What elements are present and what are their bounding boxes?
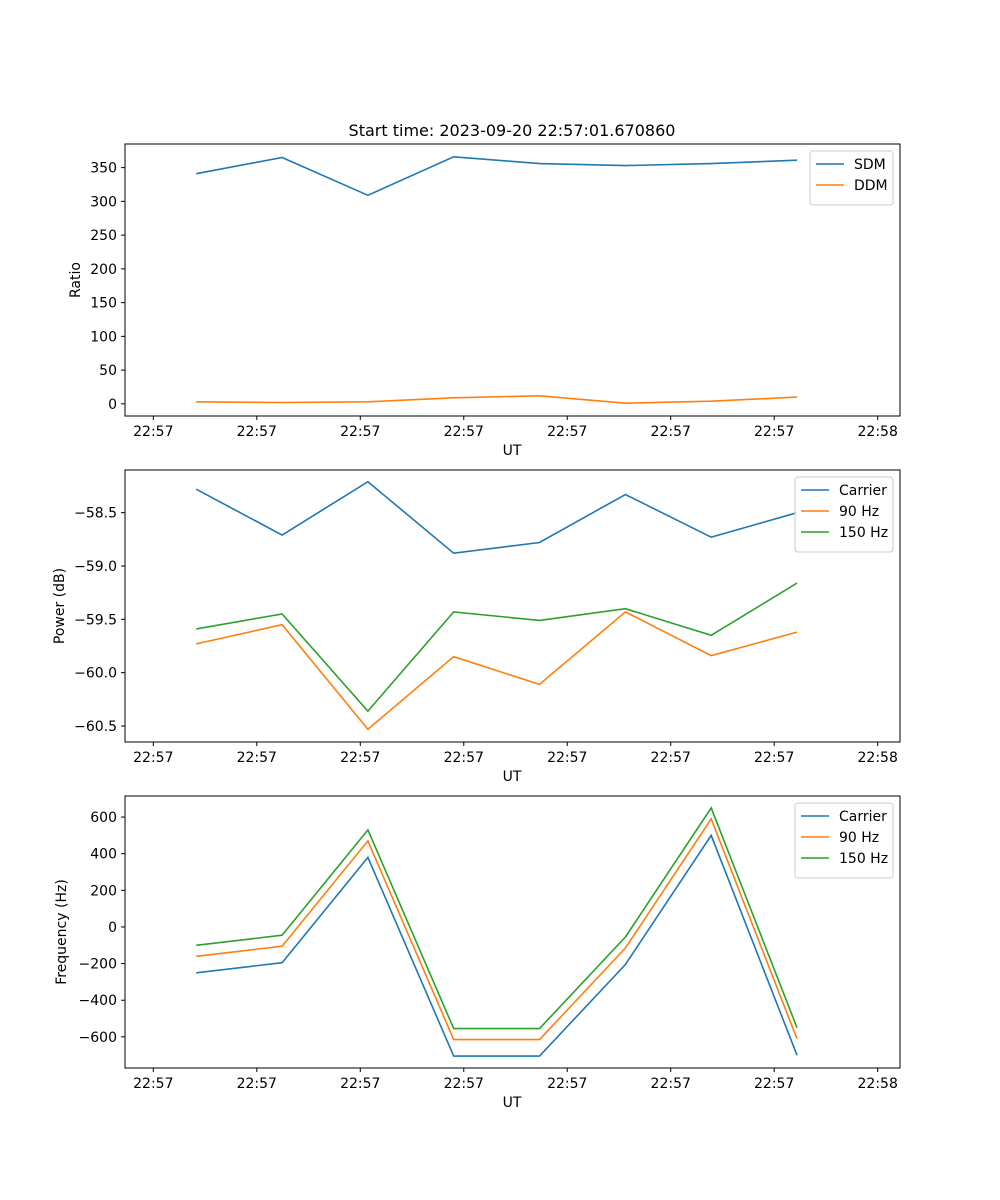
power-y-tick-label: −60.5 [74,719,117,735]
frequency-y-axis-label: Frequency (Hz) [54,879,70,985]
power-x-tick-label: 22:57 [651,750,691,766]
frequency-legend-label-carrier: Carrier [839,809,887,825]
frequency-axes-frame [124,795,901,1069]
ratio-y-tick-label: 0 [108,397,117,413]
ratio-x-tick-label: 22:57 [754,424,794,440]
frequency-x-tick-label: 22:57 [444,1076,484,1092]
power-x-tick-label: 22:57 [547,750,587,766]
ratio-x-tick-label: 22:57 [133,424,173,440]
ratio-legend-label-sdm: SDM [854,157,886,173]
power-series-150-hz-line [196,582,798,713]
power-legend-label-150-hz: 150 Hz [839,525,888,541]
power-panel: 22:57 22:57 22:57 22:57 22:57 22:57 22:57 22:58… [52,469,901,785]
ratio-y-tick-label: 50 [99,363,117,379]
power-x-tick-label: 22:57 [444,750,484,766]
ratio-x-tick-label: 22:57 [444,424,484,440]
ratio-x-axis-label: UT [503,443,522,459]
ratio-axes-frame [124,143,901,417]
power-y-axis-label: Power (dB) [52,568,68,644]
ratio-x-tick-label: 22:58 [858,424,898,440]
ratio-series-ddm-line [196,394,798,405]
frequency-x-tick-label: 22:57 [340,1076,380,1092]
frequency-x-tick-label: 22:57 [754,1076,794,1092]
ratio-y-tick-label: 100 [90,329,117,345]
power-x-tick-label: 22:57 [340,750,380,766]
power-x-tick-label: 22:57 [237,750,277,766]
power-axes-frame [124,469,901,743]
power-series-90-hz-line [196,610,798,731]
ratio-y-axis-label: Ratio [68,262,84,298]
power-x-axis-label: UT [503,769,522,785]
power-series-carrier-line [195,480,798,555]
power-y-tick-label: −60.0 [74,666,117,682]
power-legend-label-90-hz: 90 Hz [839,504,879,520]
frequency-y-tick-label: 400 [90,847,117,863]
frequency-series-carrier-line [196,833,798,1057]
ratio-panel: 22:57 22:57 22:57 22:57 22:57 22:57 22:57 22:58… [68,143,901,459]
figure-title: Start time: 2023-09-20 22:57:01.670860 [349,121,676,140]
frequency-panel: 22:57 22:57 22:57 22:57 22:57 22:57 22:57 22:58… [54,795,901,1111]
frequency-legend-label-150-hz: 150 Hz [839,851,888,867]
power-x-tick-label: 22:58 [858,750,898,766]
frequency-y-tick-label: −200 [79,957,117,973]
ratio-series-sdm-line [196,155,798,197]
frequency-y-tick-label: −400 [79,993,117,1009]
power-legend-label-carrier: Carrier [839,483,887,499]
power-legend-box [794,476,894,553]
frequency-x-tick-label: 22:58 [858,1076,898,1092]
frequency-y-tick-label: 200 [90,883,117,899]
ratio-y-tick-label: 300 [90,194,117,210]
ratio-y-tick-label: 250 [90,228,117,244]
frequency-legend-label-90-hz: 90 Hz [839,830,879,846]
power-y-tick-label: −59.0 [74,559,117,575]
frequency-y-tick-label: −600 [79,1030,117,1046]
ratio-x-tick-label: 22:57 [651,424,691,440]
frequency-legend-box [794,802,894,879]
power-y-tick-label: −58.5 [74,506,117,522]
frequency-x-tick-label: 22:57 [237,1076,277,1092]
ratio-x-tick-label: 22:57 [340,424,380,440]
power-x-tick-label: 22:57 [754,750,794,766]
frequency-x-tick-label: 22:57 [651,1076,691,1092]
ratio-y-tick-label: 200 [90,262,117,278]
frequency-series-150-hz-line [196,806,798,1030]
frequency-series-90-hz-line [196,817,798,1041]
ratio-x-tick-label: 22:57 [547,424,587,440]
frequency-x-tick-label: 22:57 [547,1076,587,1092]
frequency-y-tick-label: 600 [90,810,117,826]
frequency-x-tick-label: 22:57 [133,1076,173,1092]
frequency-x-axis-label: UT [503,1095,522,1111]
power-x-tick-label: 22:57 [133,750,173,766]
ratio-y-tick-label: 350 [90,161,117,177]
ratio-x-tick-label: 22:57 [237,424,277,440]
ratio-legend-label-ddm: DDM [854,178,888,194]
frequency-y-tick-label: 0 [108,920,117,936]
ratio-y-tick-label: 150 [90,296,117,312]
power-y-tick-label: −59.5 [74,612,117,628]
